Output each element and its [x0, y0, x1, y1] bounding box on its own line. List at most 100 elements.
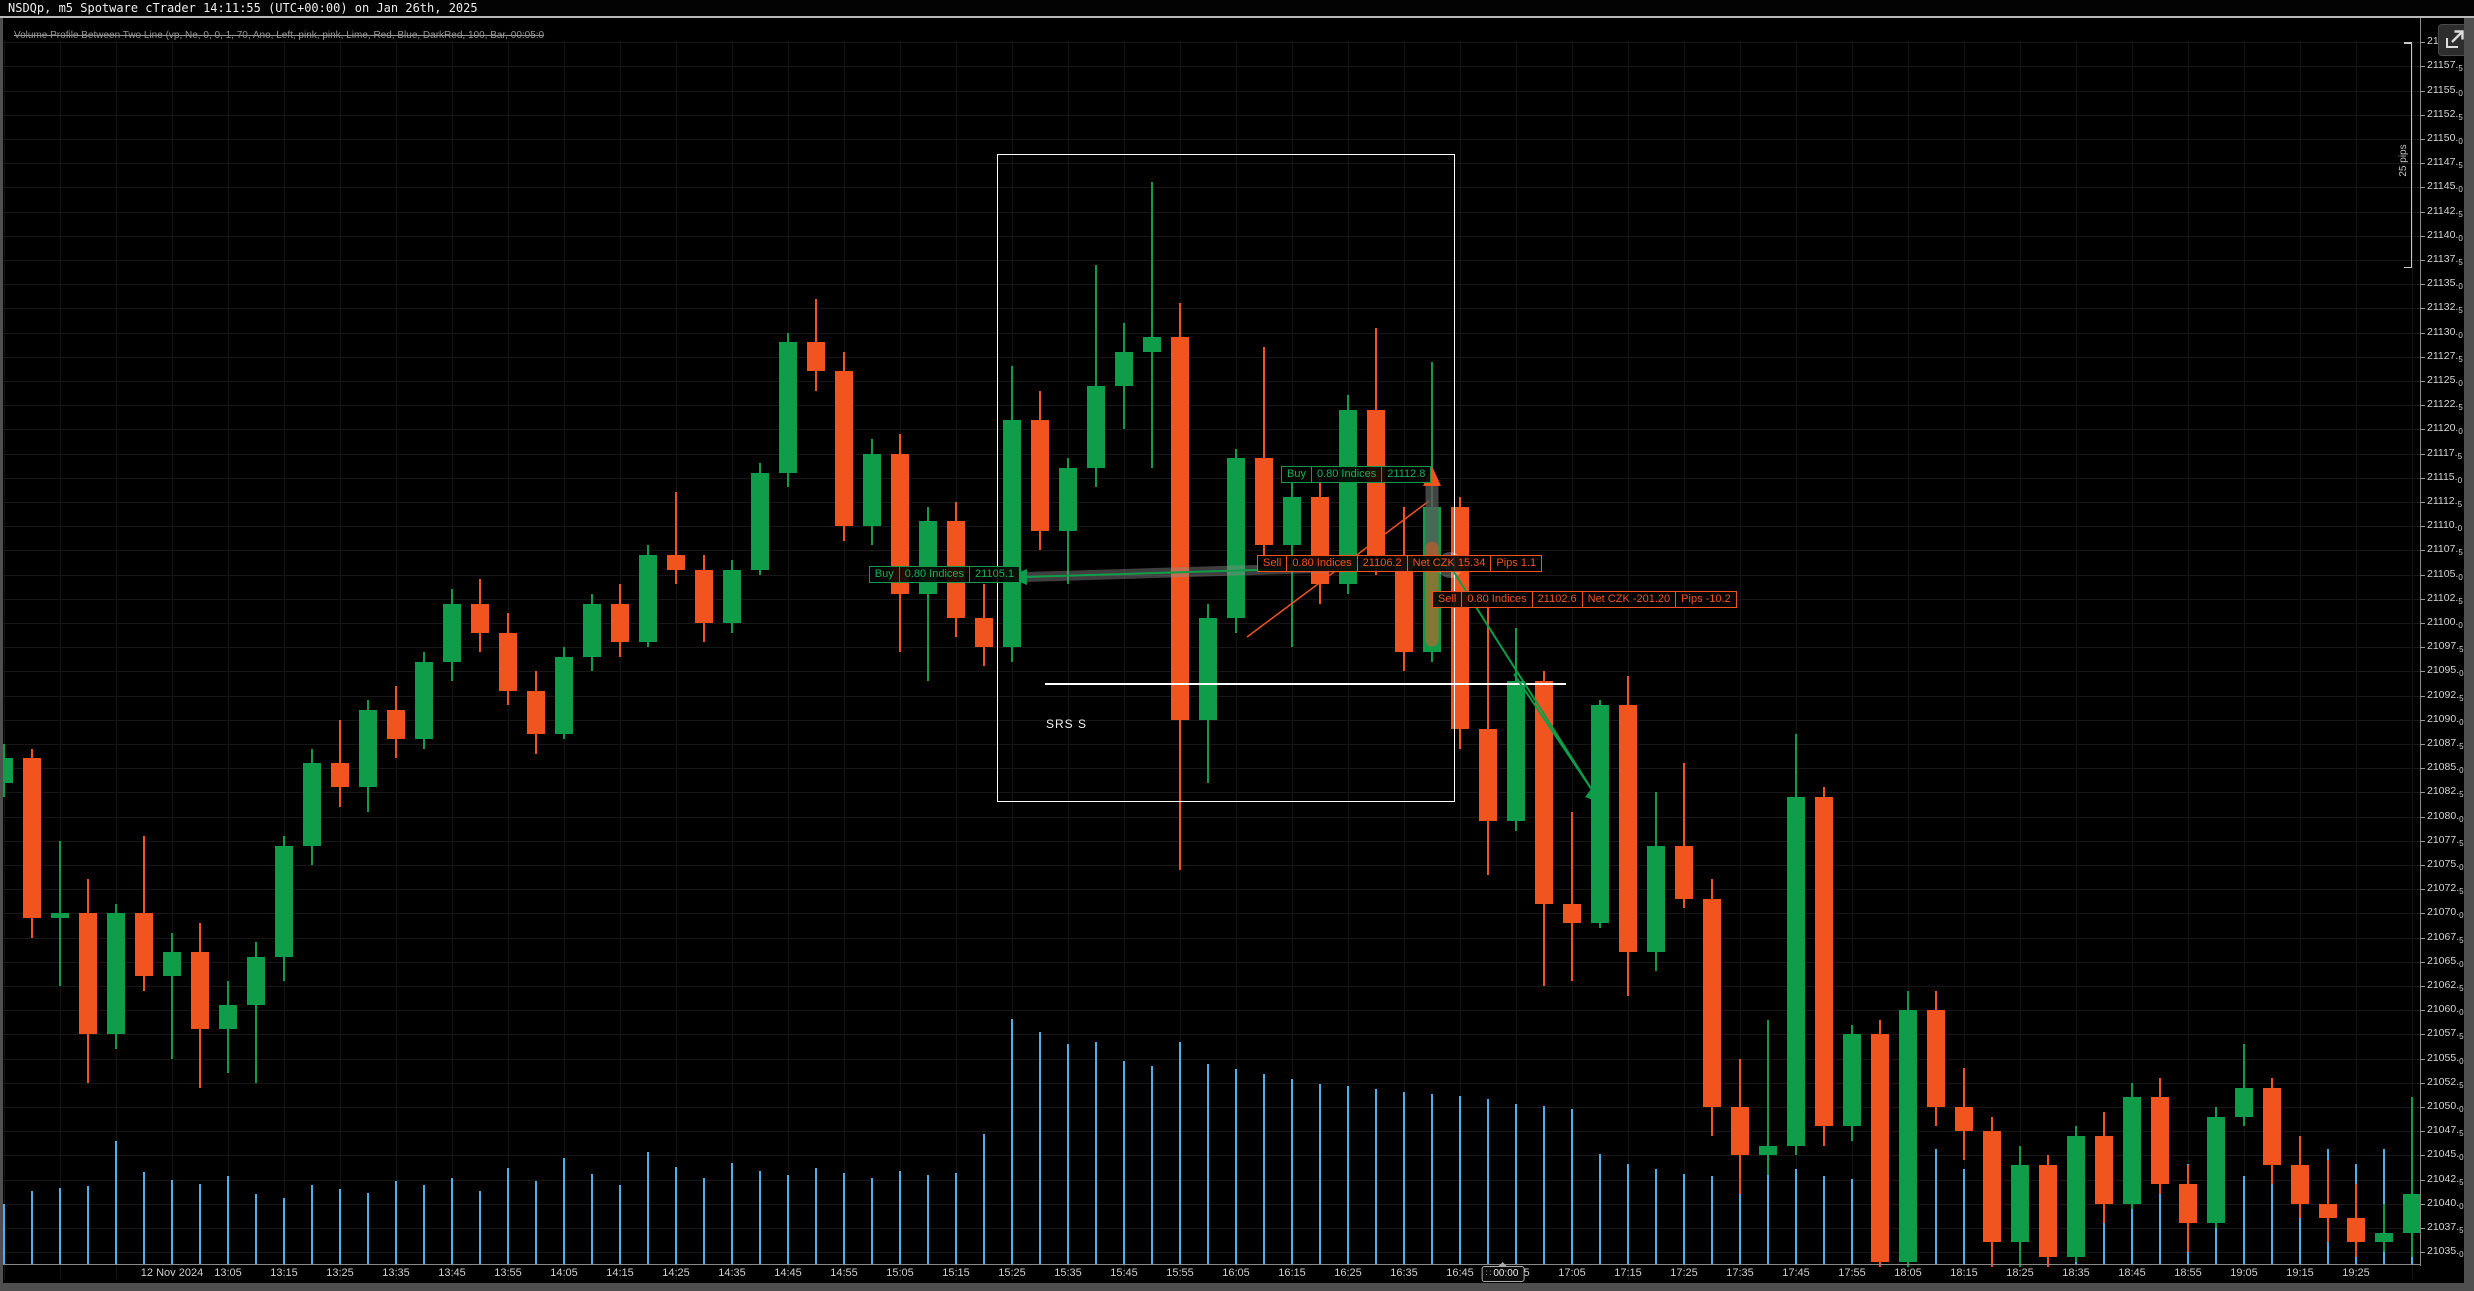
price-tick — [2420, 695, 2425, 697]
price-tick — [2420, 66, 2425, 68]
price-tick-label: 21120.0 — [2427, 422, 2463, 437]
bracket-cap-bottom — [2404, 266, 2412, 268]
price-tick — [2420, 574, 2425, 576]
marker-notch-icon — [1497, 1262, 1508, 1267]
price-tick-label: 21067.5 — [2427, 930, 2464, 945]
candle — [1563, 903, 1581, 923]
time-tick-label: 16:15 — [1278, 1267, 1306, 1279]
gridline-horizontal — [0, 501, 2420, 503]
volume-bar — [1655, 1169, 1657, 1264]
time-tick-label: 16:05 — [1222, 1267, 1250, 1279]
price-tick — [2420, 889, 2425, 891]
gridline-horizontal — [0, 259, 2420, 261]
price-tick-label: 21042.5 — [2427, 1172, 2464, 1187]
sell-order-label-loss[interactable]: Sell 0.80 Indices 21102.6 Net CZK -201.2… — [1432, 591, 1737, 608]
price-tick — [2420, 163, 2425, 165]
price-tick-label: 21077.5 — [2427, 833, 2464, 848]
candle — [415, 661, 433, 740]
buy-pending-label[interactable]: Buy 0.80 Indices 21112.8 — [1281, 466, 1432, 483]
volume-bar — [2131, 1174, 2133, 1264]
gridline-horizontal — [0, 42, 2420, 44]
sell-order-label-win[interactable]: Sell 0.80 Indices 21106.2 Net CZK 15.34 … — [1257, 555, 1543, 572]
price-tick-label: 21065.0 — [2427, 954, 2464, 969]
gridline-vertical — [2244, 41, 2245, 1280]
price-tick — [2420, 211, 2425, 213]
time-tick-label: 16:45 — [1446, 1267, 1474, 1279]
gridline-vertical — [1964, 41, 1965, 1280]
candle — [555, 656, 573, 735]
candle — [1955, 1106, 1973, 1132]
gridline-horizontal — [0, 90, 2420, 92]
gridline-horizontal — [0, 284, 2420, 286]
price-tick — [2420, 937, 2425, 939]
price-tick-label: 21060.0 — [2427, 1003, 2464, 1018]
price-tick — [2420, 235, 2425, 237]
price-tick-label: 21075.0 — [2427, 857, 2464, 873]
candle-wick — [2243, 1044, 2245, 1127]
candle — [1843, 1034, 1861, 1127]
price-tick-label: 21115.0 — [2427, 470, 2463, 485]
candle — [359, 710, 377, 788]
chart-plot-area[interactable] — [0, 16, 2420, 1284]
price-tick — [2420, 598, 2425, 600]
gridline-horizontal — [0, 768, 2420, 770]
trade-price: 21102.6 — [1531, 591, 1583, 608]
volume-bar — [1767, 1174, 1769, 1264]
gridline-vertical — [2300, 41, 2301, 1280]
time-tick-label: 17:05 — [1558, 1267, 1586, 1279]
gridline-horizontal — [0, 985, 2420, 987]
gridline-vertical — [228, 41, 229, 1280]
price-tick — [2420, 1082, 2425, 1084]
candle — [51, 913, 69, 919]
price-tick-label: 21107.5 — [2427, 543, 2463, 558]
price-tick — [2420, 1155, 2425, 1157]
srs-text-drawing[interactable]: SRS S — [1046, 717, 1088, 731]
trade-volume: 0.80 Indices — [1461, 591, 1533, 608]
volume-bar — [1403, 1092, 1405, 1264]
candle — [1759, 1145, 1777, 1156]
candle — [2403, 1194, 2420, 1233]
volume-bar — [731, 1163, 733, 1264]
time-tick-label: 16:35 — [1390, 1267, 1418, 1279]
rectangle-drawing[interactable] — [997, 154, 1455, 802]
volume-bar — [2243, 1176, 2245, 1264]
price-tick-label: 21080.0 — [2427, 809, 2464, 824]
price-tick-label: 21100.0 — [2427, 615, 2463, 631]
candle — [527, 690, 545, 735]
gridline-vertical — [4, 41, 5, 1280]
price-tick — [2420, 768, 2425, 770]
gridline-vertical — [732, 41, 733, 1280]
volume-bar — [507, 1168, 509, 1264]
price-tick — [2420, 792, 2425, 794]
session-time-marker[interactable]: ∷ 00:00 — [1481, 1262, 1525, 1282]
gridline-horizontal — [0, 187, 2420, 189]
candle — [2039, 1165, 2057, 1257]
gridline-vertical — [116, 41, 117, 1280]
volume-bar — [815, 1168, 817, 1264]
gridline-vertical — [1236, 41, 1237, 1280]
candle-wick — [1095, 264, 1097, 488]
price-tick — [2420, 114, 2425, 116]
buy-position-label[interactable]: Buy 0.80 Indices 21105.1 — [868, 566, 1020, 583]
pips-measurement[interactable]: 25 pips — [2396, 42, 2412, 268]
volume-bar — [3, 1204, 5, 1264]
candle — [499, 632, 517, 691]
candle — [1619, 705, 1637, 953]
volume-bar — [1375, 1089, 1377, 1264]
gridline-horizontal — [0, 1155, 2420, 1157]
price-axis-line — [2420, 16, 2421, 1266]
gridline-vertical — [172, 41, 173, 1280]
gridline-horizontal — [0, 477, 2420, 479]
volume-bar — [1823, 1176, 1825, 1264]
price-tick — [2420, 550, 2425, 552]
time-axis[interactable]: 12 Nov 2024 13:05 13:15 13:25 13:35 13:45 13:5… — [0, 1265, 2420, 1283]
price-tick-label: 21062.5 — [2427, 978, 2464, 994]
time-tick-label: 15:35 — [1054, 1267, 1082, 1279]
candle — [2011, 1165, 2029, 1243]
gridline-vertical — [1684, 41, 1685, 1280]
candle — [1227, 458, 1245, 619]
candle — [835, 371, 853, 527]
gridline-vertical — [956, 41, 957, 1280]
window-title-bar[interactable]: NSDQp, m5 Spotware cTrader 14:11:55 (UTC… — [0, 0, 2474, 16]
indicator-label[interactable]: Volume Profile Between Two Line (vp, Ne,… — [14, 30, 545, 41]
